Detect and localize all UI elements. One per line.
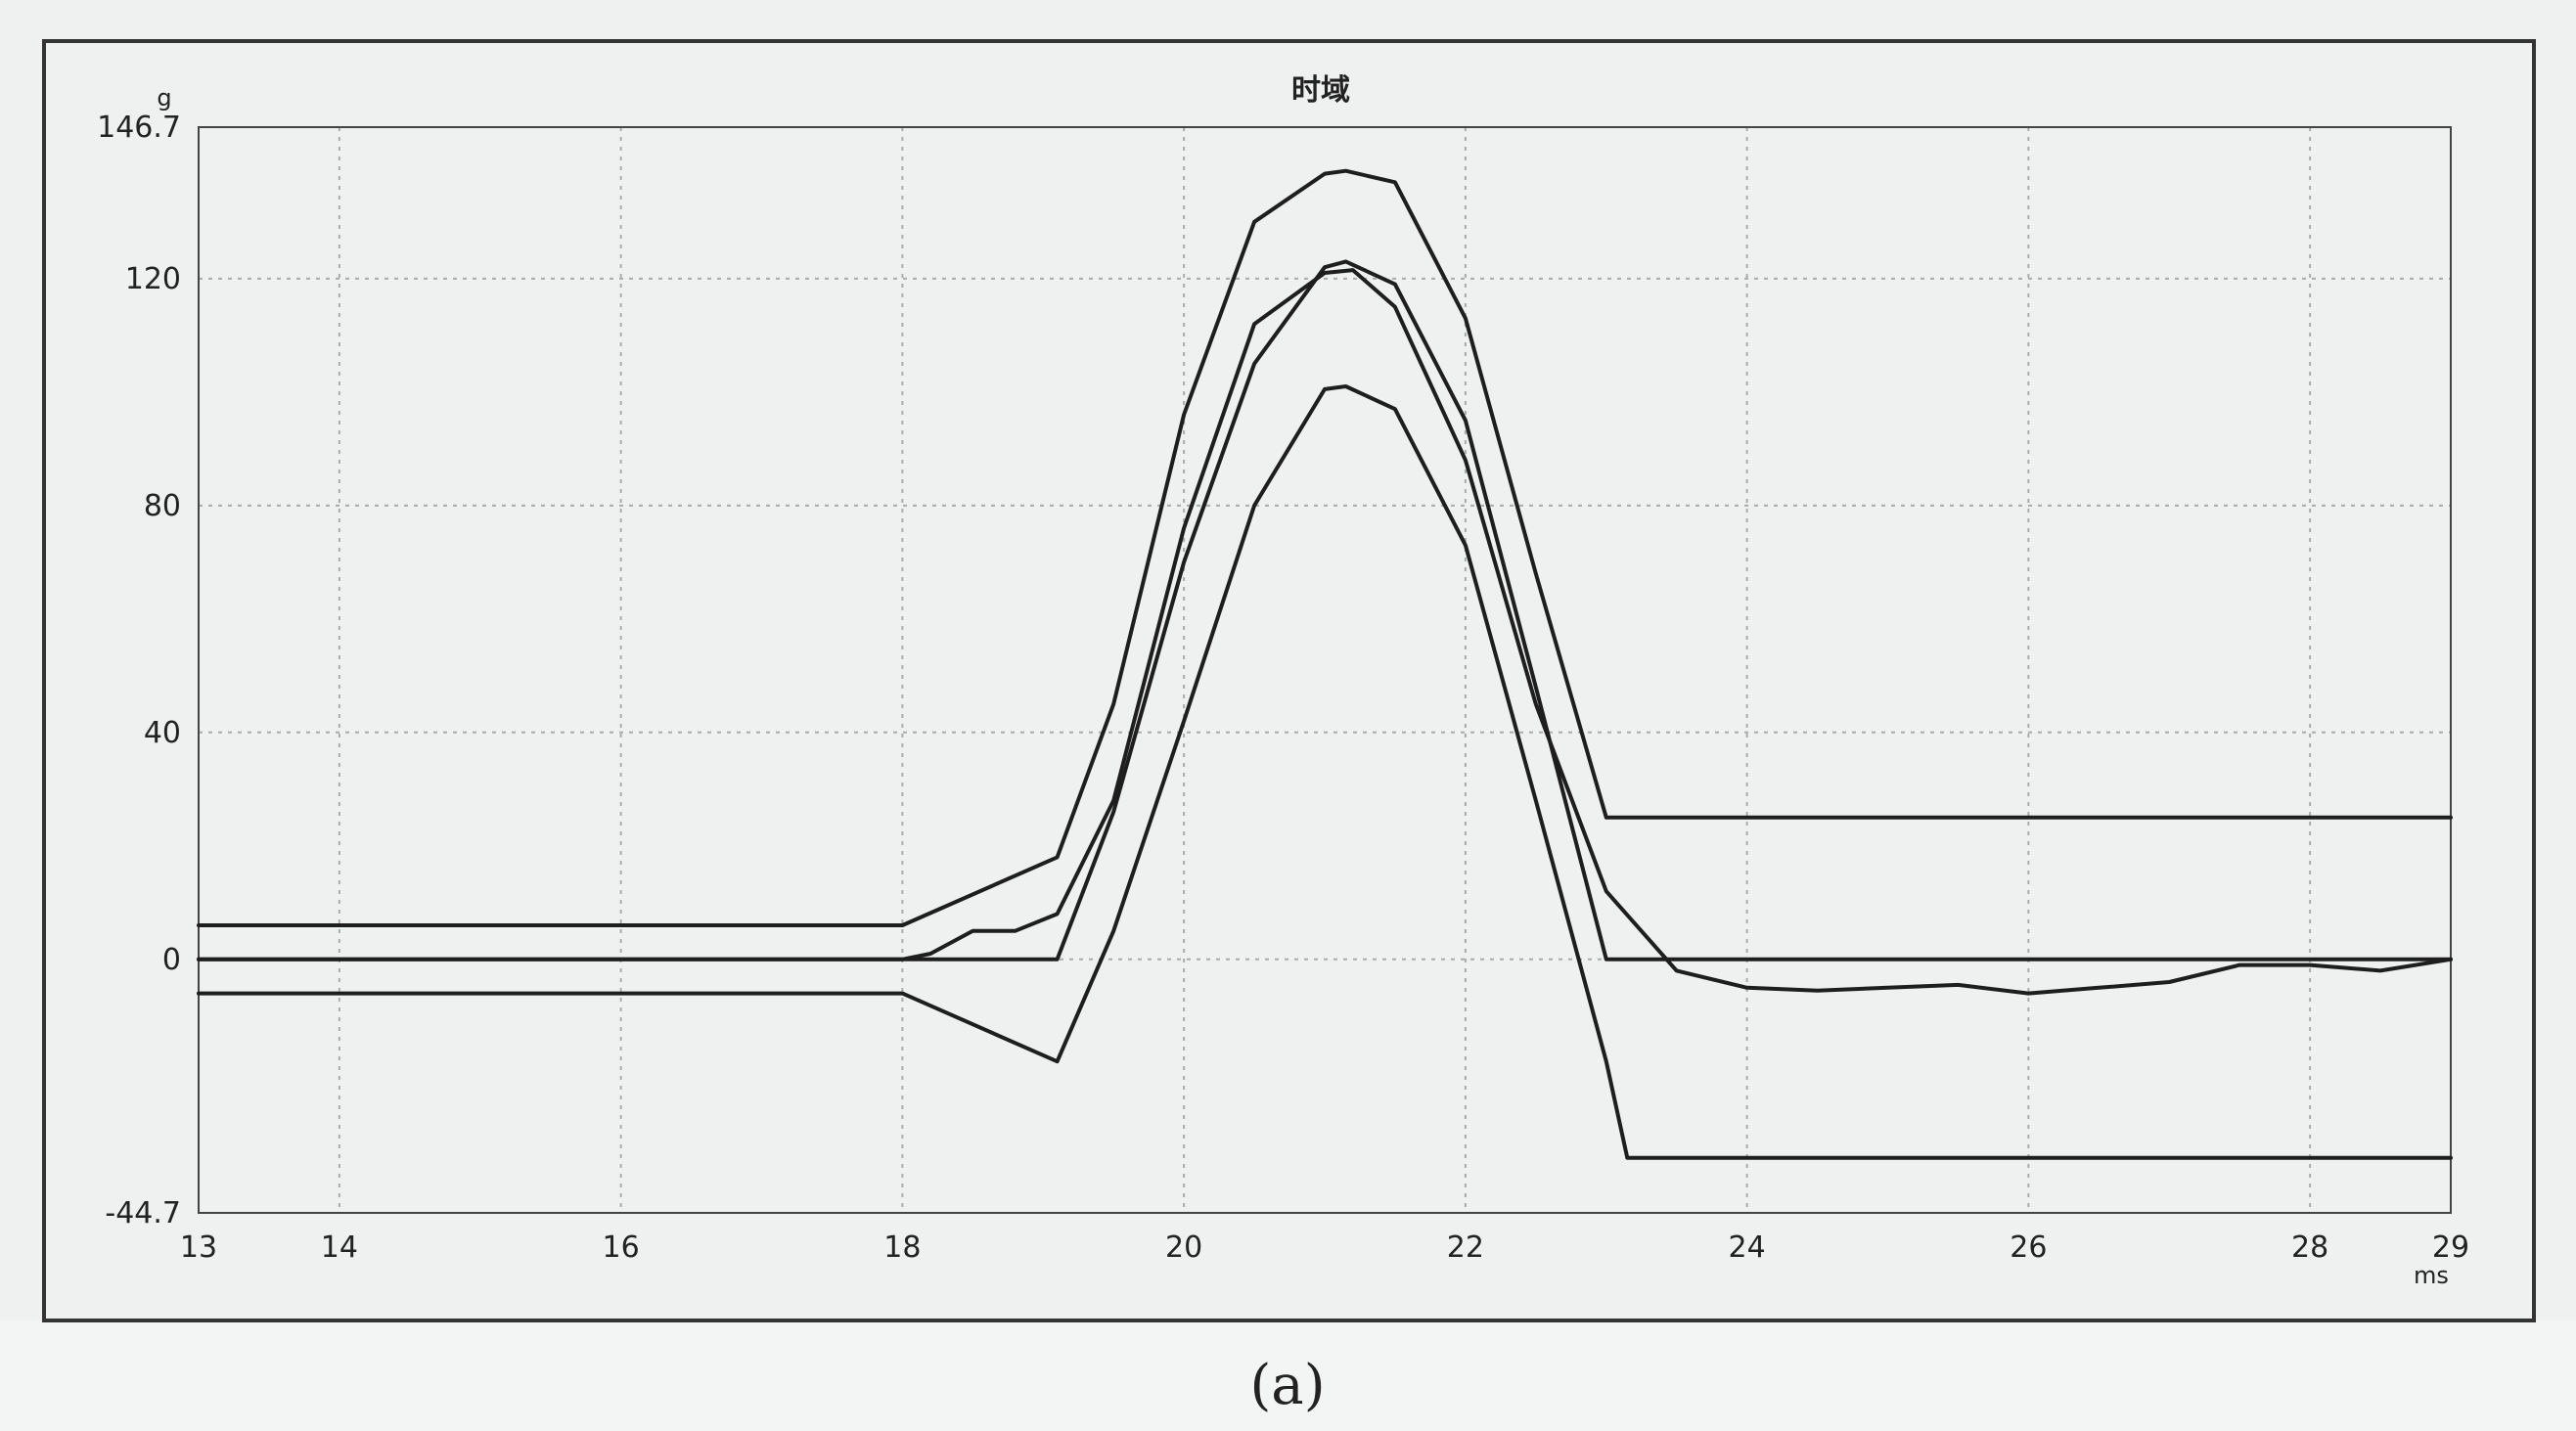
y-axis-unit: g <box>157 84 171 112</box>
x-tick-label: 18 <box>883 1230 921 1265</box>
y-tick-label: 120 <box>125 262 181 296</box>
x-tick-label: 24 <box>1729 1230 1766 1265</box>
x-axis-unit: ms <box>2414 1262 2449 1289</box>
chart-title: 时域 <box>1291 73 1350 108</box>
series-line-4 <box>197 268 2453 996</box>
x-tick-label: 13 <box>180 1230 217 1265</box>
y-tick-label: 146.7 <box>97 111 181 145</box>
y-tick-label: 80 <box>144 489 181 523</box>
plot-area-border <box>198 126 2452 1214</box>
x-tick-label: 20 <box>1165 1230 1202 1265</box>
series-group <box>197 168 2453 1160</box>
series-line-2 <box>197 384 2453 1160</box>
x-tick-label: 22 <box>1447 1230 1484 1265</box>
y-tick-label: 40 <box>144 716 181 750</box>
series-line-1 <box>197 168 2453 927</box>
outer-panel <box>0 0 2576 1320</box>
ticks: 13 14 16 18 20 22 24 26 28 29 146.7 120 80 40 0 -44.7 <box>97 111 2469 1265</box>
y-tick-label: 0 <box>162 943 181 977</box>
y-tick-label: -44.7 <box>105 1196 181 1230</box>
x-tick-label: 26 <box>2010 1230 2047 1265</box>
chart-frame <box>42 39 2536 1322</box>
x-tick-label: 16 <box>603 1230 640 1265</box>
x-tick-label: 14 <box>321 1230 358 1265</box>
x-tick-label: 29 <box>2432 1230 2469 1265</box>
x-tick-label: 28 <box>2291 1230 2328 1265</box>
figure-caption: (a) <box>1249 1354 1325 1417</box>
